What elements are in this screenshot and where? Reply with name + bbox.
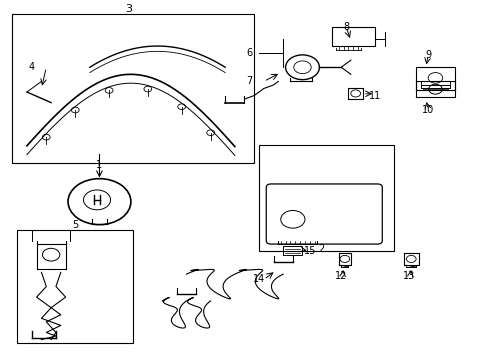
- Text: 12: 12: [334, 271, 346, 281]
- Text: 6: 6: [246, 48, 252, 58]
- Text: 13: 13: [402, 271, 414, 281]
- Text: 10: 10: [421, 105, 433, 115]
- Text: 4: 4: [29, 62, 35, 72]
- Bar: [259, 145, 393, 251]
- Bar: [17, 230, 133, 343]
- Text: 5: 5: [72, 220, 78, 230]
- Bar: [12, 14, 254, 163]
- Text: 9: 9: [424, 50, 430, 60]
- Text: 3: 3: [125, 4, 132, 14]
- Text: 8: 8: [342, 22, 348, 32]
- FancyBboxPatch shape: [331, 27, 374, 46]
- FancyBboxPatch shape: [265, 184, 382, 244]
- Text: 1: 1: [96, 159, 102, 170]
- Text: 7: 7: [245, 76, 252, 86]
- Text: 14: 14: [252, 274, 264, 284]
- Text: 11: 11: [368, 91, 380, 100]
- Text: 2: 2: [318, 244, 325, 255]
- Text: 15: 15: [303, 246, 315, 256]
